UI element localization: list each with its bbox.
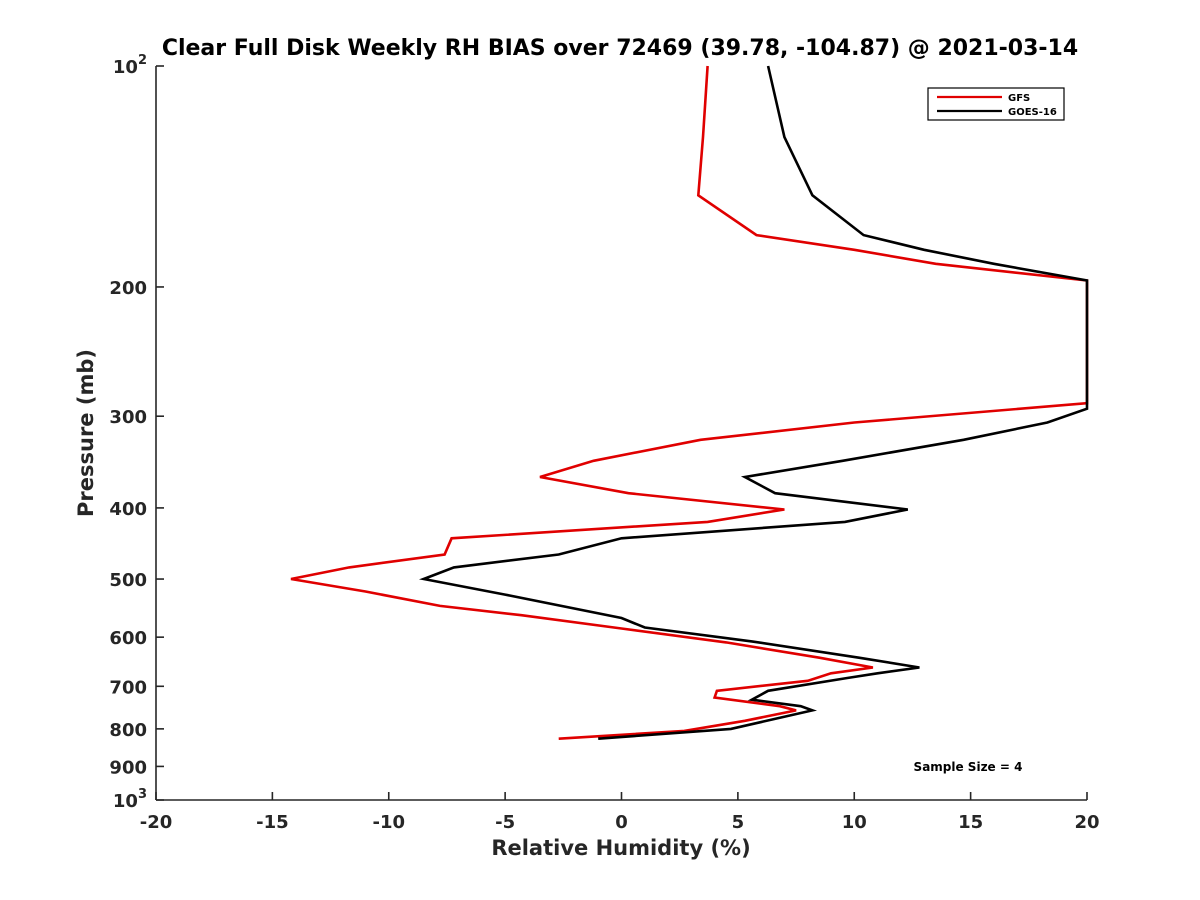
legend: GFS GOES-16: [927, 87, 1065, 121]
legend-box: [927, 87, 1065, 121]
chart-title: Clear Full Disk Weekly RH BIAS over 7246…: [162, 36, 1078, 61]
legend-label-goes-16: GOES-16: [1008, 107, 1057, 118]
y-tick-label: 800: [109, 720, 147, 741]
x-tick-label: -10: [372, 812, 405, 833]
x-tick-label: -20: [140, 812, 173, 833]
x-tick-label: 0: [615, 812, 628, 833]
y-tick-label: 103: [113, 787, 147, 812]
series-line-gfs: [290, 65, 1089, 740]
y-tick-label: 600: [109, 628, 147, 649]
x-tick-label: 5: [732, 812, 745, 833]
plot-lines: [290, 65, 1089, 740]
y-tick-label: 400: [109, 499, 147, 520]
x-tick-label: 15: [958, 812, 983, 833]
x-ticks: -20 -15 -10 -5 0 5 10 15 20: [140, 792, 1100, 833]
x-tick-label: 20: [1074, 812, 1099, 833]
y-tick-label: 700: [109, 677, 147, 698]
y-tick-label: 300: [109, 407, 147, 428]
y-tick-label: 200: [109, 278, 147, 299]
sample-size-annotation: Sample Size = 4: [914, 760, 1023, 774]
y-ticks: 102 200 300 400 500 600 700 800 900 103: [109, 53, 164, 812]
x-tick-label: -5: [495, 812, 515, 833]
x-tick-label: 10: [842, 812, 867, 833]
series-line-goes-16: [418, 65, 1089, 740]
x-tick-label: -15: [256, 812, 289, 833]
y-tick-label: 500: [109, 570, 147, 591]
y-tick-label: 102: [113, 53, 147, 78]
x-axis-label: Relative Humidity (%): [491, 836, 750, 860]
y-axis-label: Pressure (mb): [74, 349, 98, 517]
y-tick-label: 900: [109, 757, 147, 778]
legend-label-gfs: GFS: [1008, 93, 1030, 104]
